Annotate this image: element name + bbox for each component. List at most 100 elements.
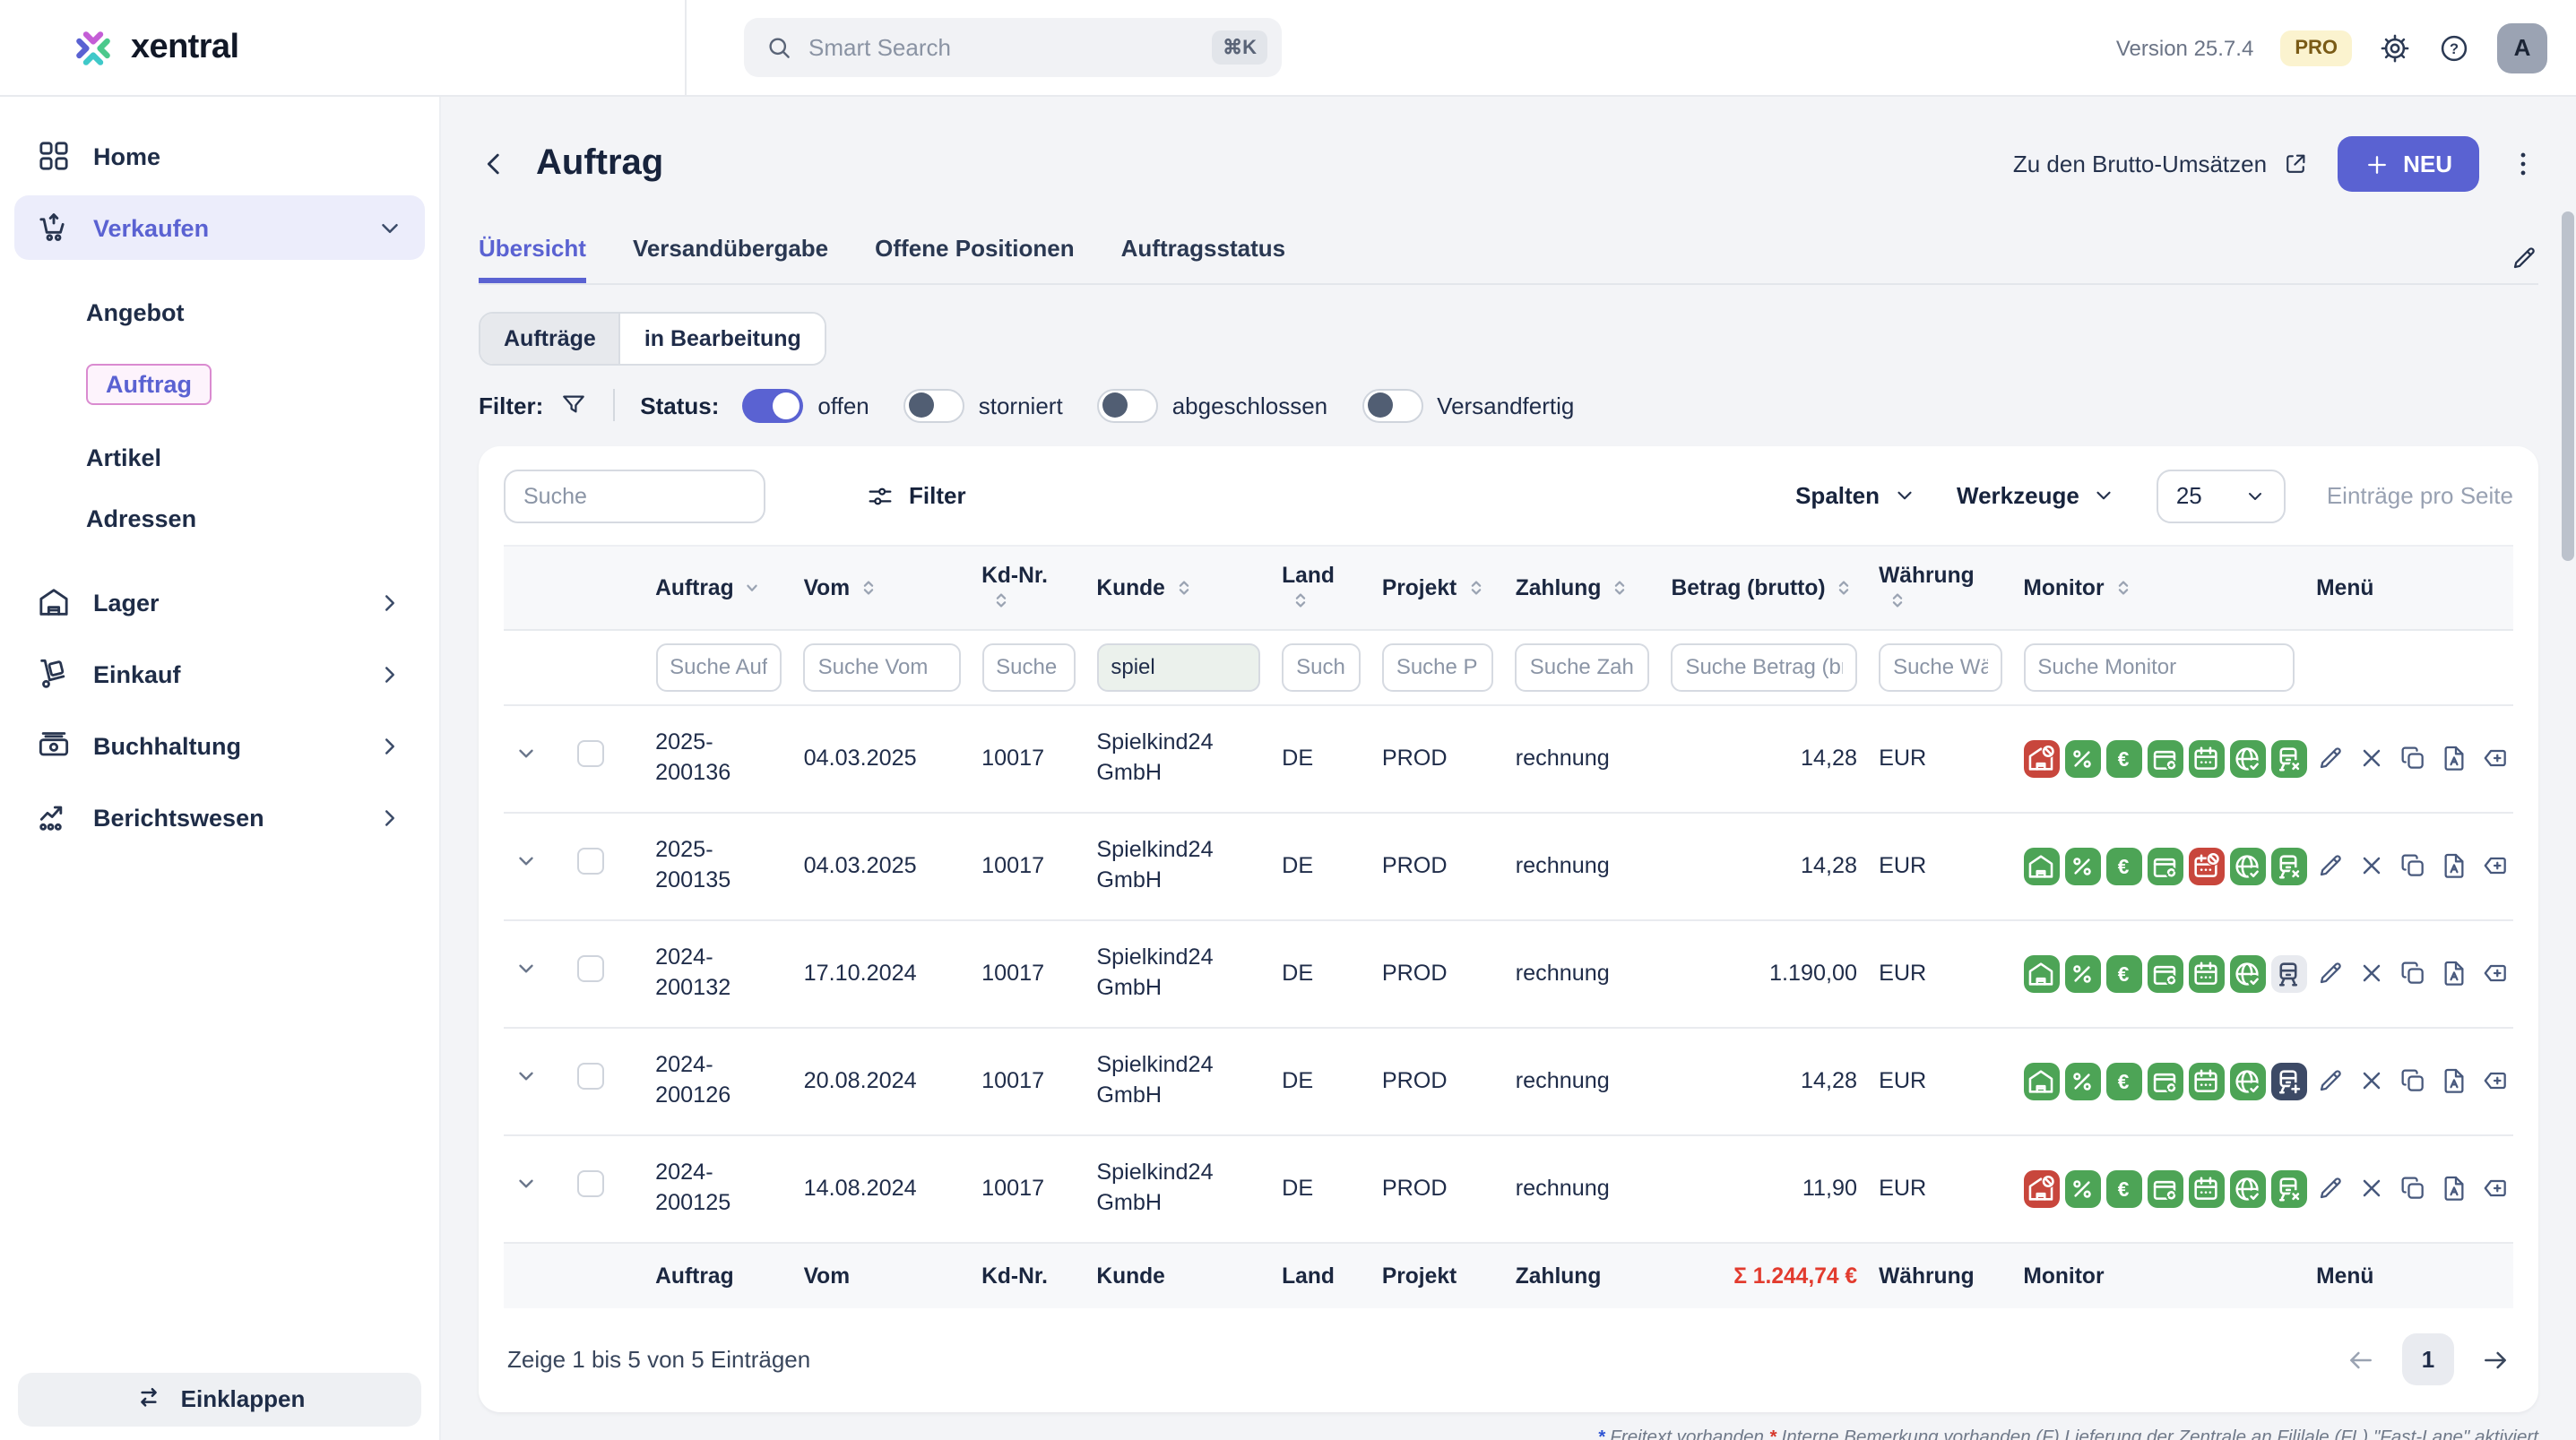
column-header-auftrag[interactable]: Auftrag <box>644 544 793 631</box>
row-action-edit-icon[interactable] <box>2316 960 2345 988</box>
row-expand-button[interactable] <box>514 958 538 981</box>
sidebar-item-auftrag[interactable]: Auftrag <box>86 364 212 405</box>
edit-tabs-pencil-icon[interactable] <box>2510 244 2538 272</box>
monitor-warehouse-icon[interactable] <box>2023 1063 2061 1100</box>
monitor-truck-cancel-icon[interactable] <box>2270 740 2308 778</box>
row-checkbox[interactable] <box>577 848 605 875</box>
monitor-calendar-icon[interactable] <box>2188 740 2226 778</box>
row-expand-button[interactable] <box>514 1173 538 1196</box>
view-in-bearbeitung-button[interactable]: in Bearbeitung <box>620 313 825 364</box>
row-action-pdf-icon[interactable] <box>2440 960 2468 988</box>
sidebar-item-berichtswesen[interactable]: Berichtswesen <box>14 785 425 849</box>
user-avatar[interactable]: A <box>2497 22 2547 73</box>
sort-icon[interactable] <box>1291 590 1310 611</box>
column-header-kunde[interactable]: Kunde <box>1085 544 1272 631</box>
column-search-zahlung[interactable] <box>1515 642 1650 692</box>
row-checkbox[interactable] <box>577 1170 605 1198</box>
column-header-land[interactable]: Land <box>1271 544 1371 631</box>
pagination-prev-icon[interactable] <box>2347 1346 2375 1375</box>
help-icon[interactable]: ? <box>2438 31 2470 64</box>
monitor-globe-check-icon[interactable] <box>2229 1170 2267 1208</box>
row-action-tag-add-icon[interactable] <box>2481 1175 2510 1203</box>
row-action-delete-icon[interactable] <box>2357 1067 2386 1096</box>
column-header-waehrung[interactable]: Währung <box>1868 544 2013 631</box>
toggle-offen[interactable] <box>742 388 804 423</box>
toggle-storniert[interactable] <box>903 388 964 423</box>
row-action-copy-icon[interactable] <box>2399 745 2427 773</box>
monitor-truck-cancel-icon[interactable] <box>2270 1170 2308 1208</box>
row-action-tag-add-icon[interactable] <box>2481 852 2510 881</box>
row-checkbox[interactable] <box>577 955 605 983</box>
back-button[interactable] <box>479 150 509 180</box>
monitor-globe-check-icon[interactable] <box>2229 955 2267 993</box>
tab-versanduebergabe[interactable]: Versandübergabe <box>632 234 829 262</box>
columns-menu-button[interactable]: Spalten <box>1795 483 1915 510</box>
row-action-copy-icon[interactable] <box>2399 852 2427 881</box>
column-search-kdnr[interactable] <box>981 642 1076 692</box>
row-checkbox[interactable] <box>577 1063 605 1091</box>
monitor-warehouse-blocked-icon[interactable] <box>2023 740 2061 778</box>
row-action-copy-icon[interactable] <box>2399 1175 2427 1203</box>
monitor-percent-icon[interactable] <box>2064 1170 2102 1208</box>
column-header-vom[interactable]: Vom <box>792 544 972 631</box>
monitor-euro-icon[interactable]: € <box>2105 955 2143 993</box>
monitor-truck-cancel-icon[interactable] <box>2270 848 2308 885</box>
tab-auftragsstatus[interactable]: Auftragsstatus <box>1120 234 1286 262</box>
sort-icon[interactable] <box>2114 577 2133 599</box>
sidebar-item-buchhaltung[interactable]: Buchhaltung <box>14 713 425 778</box>
monitor-box-sync-icon[interactable] <box>2147 848 2184 885</box>
row-action-copy-icon[interactable] <box>2399 1067 2427 1096</box>
row-action-pdf-icon[interactable] <box>2440 745 2468 773</box>
monitor-euro-icon[interactable]: € <box>2105 1170 2143 1208</box>
new-button[interactable]: NEU <box>2337 136 2479 193</box>
row-action-tag-add-icon[interactable] <box>2481 960 2510 988</box>
row-action-tag-add-icon[interactable] <box>2481 1067 2510 1096</box>
settings-gear-icon[interactable] <box>2379 31 2411 64</box>
row-action-pdf-icon[interactable] <box>2440 1067 2468 1096</box>
row-expand-button[interactable] <box>514 743 538 766</box>
funnel-icon[interactable] <box>559 392 588 420</box>
column-header-zahlung[interactable]: Zahlung <box>1504 544 1661 631</box>
monitor-percent-icon[interactable] <box>2064 848 2102 885</box>
sidebar-item-home[interactable]: Home <box>14 124 425 188</box>
column-search-vom[interactable] <box>803 642 961 692</box>
view-auftraege-button[interactable]: Aufträge <box>480 313 621 364</box>
tab-uebersicht[interactable]: Übersicht <box>479 235 586 283</box>
table-filter-button[interactable]: Filter <box>866 482 966 511</box>
tools-menu-button[interactable]: Werkzeuge <box>1957 483 2115 510</box>
monitor-percent-icon[interactable] <box>2064 1063 2102 1100</box>
monitor-calendar-blocked-icon[interactable] <box>2188 848 2226 885</box>
monitor-globe-check-icon[interactable] <box>2229 740 2267 778</box>
scrollbar[interactable] <box>2561 211 2573 561</box>
sort-icon[interactable] <box>1835 577 1854 599</box>
row-expand-button[interactable] <box>514 1065 538 1089</box>
row-action-delete-icon[interactable] <box>2357 960 2386 988</box>
sort-icon[interactable] <box>1465 577 1485 599</box>
row-action-edit-icon[interactable] <box>2316 1067 2345 1096</box>
column-search-auftrag[interactable] <box>655 642 782 692</box>
sidebar-item-angebot[interactable]: Angebot <box>86 298 185 325</box>
sidebar-item-artikel[interactable]: Artikel <box>86 444 162 470</box>
sort-icon[interactable] <box>990 590 1010 611</box>
column-search-land[interactable] <box>1282 642 1361 692</box>
column-header-kdnr[interactable]: Kd-Nr. <box>971 544 1086 631</box>
column-header-projekt[interactable]: Projekt <box>1370 544 1505 631</box>
row-action-edit-icon[interactable] <box>2316 852 2345 881</box>
monitor-box-sync-icon[interactable] <box>2147 1170 2184 1208</box>
monitor-euro-icon[interactable]: € <box>2105 740 2143 778</box>
monitor-euro-icon[interactable]: € <box>2105 848 2143 885</box>
pagination-next-icon[interactable] <box>2481 1346 2510 1375</box>
monitor-calendar-icon[interactable] <box>2188 1170 2226 1208</box>
sort-icon[interactable] <box>1174 577 1194 599</box>
row-expand-button[interactable] <box>514 850 538 874</box>
sidebar-item-einkauf[interactable]: Einkauf <box>14 642 425 706</box>
row-action-copy-icon[interactable] <box>2399 960 2427 988</box>
row-action-delete-icon[interactable] <box>2357 1175 2386 1203</box>
toggle-versandfertig[interactable] <box>1361 388 1423 423</box>
monitor-euro-icon[interactable]: € <box>2105 1063 2143 1100</box>
monitor-truck-neutral-icon[interactable] <box>2270 955 2308 993</box>
sort-icon[interactable] <box>743 577 763 599</box>
sidebar-item-verkaufen[interactable]: Verkaufen <box>14 195 425 260</box>
column-header-menu[interactable]: Menü <box>2305 544 2513 631</box>
smart-search-input[interactable]: Smart Search ⌘K <box>744 18 1282 77</box>
